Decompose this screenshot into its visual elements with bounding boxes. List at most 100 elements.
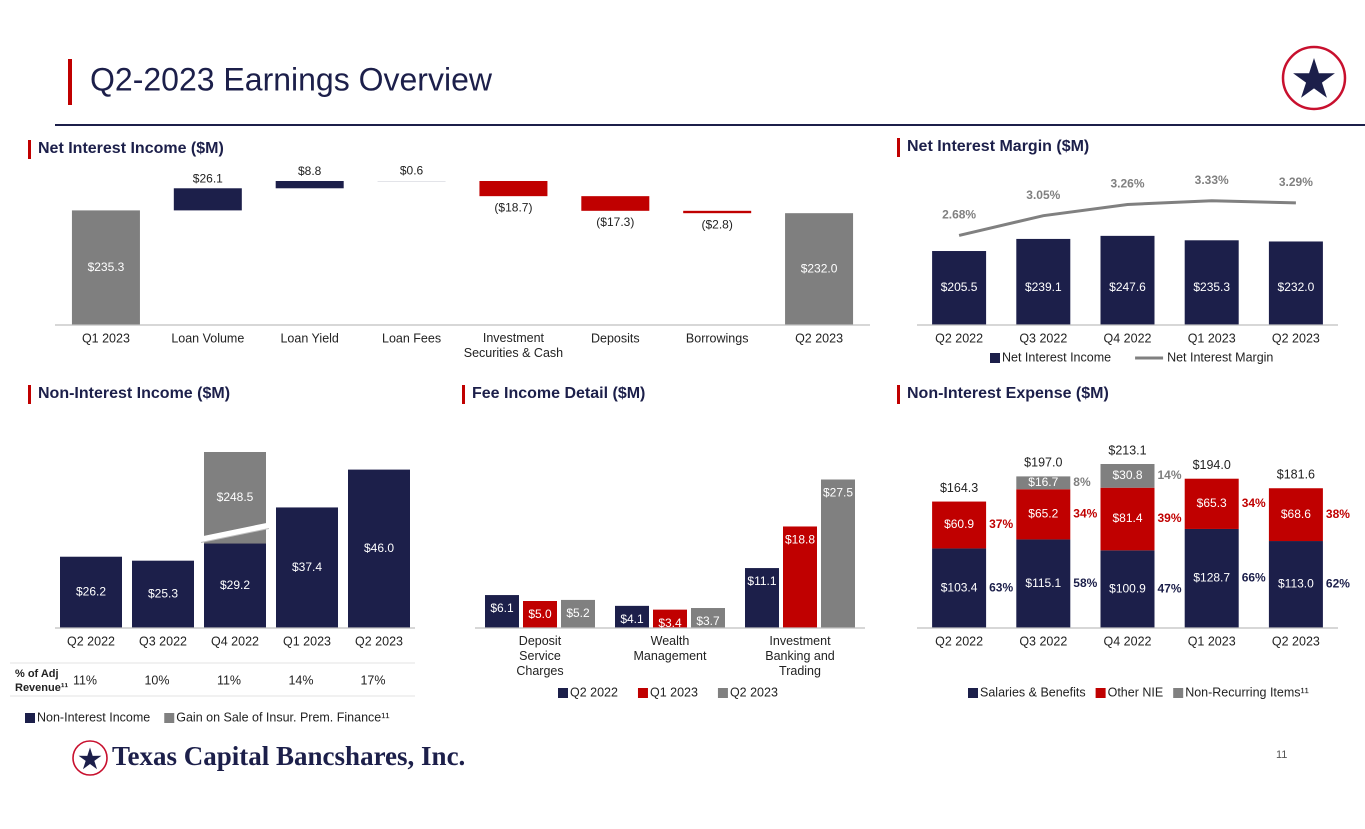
x-tick-label: Investment Banking and Trading — [765, 634, 835, 678]
share-label: 37% — [989, 517, 1013, 531]
value-label: $81.4 — [1112, 511, 1142, 525]
value-label: $30.8 — [1112, 468, 1142, 482]
title-accent — [897, 385, 900, 404]
chart-title: Net Interest Margin ($M) — [907, 138, 1089, 155]
value-label: $26.1 — [193, 171, 223, 185]
bar-segment — [1100, 464, 1155, 488]
value-label: $232.0 — [801, 261, 838, 275]
bar — [653, 609, 687, 628]
x-tick-label: Investment Securities & Cash — [464, 331, 563, 360]
bar-segment — [348, 469, 410, 628]
value-label: $16.7 — [1028, 475, 1058, 489]
x-tick-label: Q1 2023 — [1188, 634, 1236, 648]
slide-title: Q2-2023 Earnings Overview — [90, 61, 493, 97]
legend-swatch — [717, 688, 728, 698]
x-tick-label: Q4 2022 — [1104, 634, 1152, 648]
title-accent — [897, 138, 900, 157]
bar-segment — [1100, 550, 1155, 628]
legend-swatch — [990, 353, 1000, 363]
value-label: $103.4 — [941, 580, 978, 594]
legend-label: Q2 2023 — [730, 685, 778, 699]
bar — [1016, 238, 1071, 325]
legend-swatch — [968, 688, 978, 698]
bar-segment — [1184, 478, 1239, 529]
value-label: $239.1 — [1025, 280, 1062, 294]
share-label: 62% — [1326, 577, 1350, 591]
value-label: $60.9 — [944, 517, 974, 531]
company-name: Texas Capital Bancshares, Inc. — [112, 741, 465, 771]
x-tick-label: Loan Volume — [171, 331, 244, 345]
value-label: $5.0 — [528, 607, 552, 621]
bar-segment — [1016, 539, 1071, 628]
value-label: $247.6 — [1109, 280, 1146, 294]
legend-label: Salaries & Benefits — [980, 685, 1086, 699]
x-tick-label: Q2 2023 — [795, 331, 843, 345]
x-tick-label: Q1 2023 — [82, 331, 130, 345]
plot-area — [932, 235, 1323, 325]
value-label: $128.7 — [1193, 571, 1230, 585]
chart-title: Fee Income Detail ($M) — [472, 385, 645, 402]
value-label: $115.1 — [1025, 576, 1061, 590]
footer-logo — [72, 740, 108, 776]
bar-segment — [276, 507, 338, 628]
legend-label: Q1 2023 — [650, 685, 698, 699]
chart: Net Interest Income ($M) Q1 2023 Loan Volu… — [28, 140, 870, 360]
x-tick-label: Q3 2022 — [1019, 634, 1067, 648]
bar — [615, 605, 649, 628]
share-label: 34% — [1073, 507, 1097, 521]
value-label: $65.3 — [1197, 496, 1227, 510]
legend-label: Gain on Sale of Insur. Prem. Finance¹¹ — [176, 710, 389, 724]
bar-segment — [1100, 487, 1155, 551]
x-tick-label: Q2 2022 — [935, 634, 983, 648]
legend-swatch — [25, 713, 35, 723]
value-label: $29.2 — [220, 578, 250, 592]
total-label: $181.6 — [1277, 468, 1315, 482]
axis-break — [200, 522, 270, 543]
value-label: 3.33% — [1195, 173, 1229, 187]
x-tick-label: Q2 2022 — [935, 331, 983, 345]
bar-segment — [60, 556, 122, 628]
x-tick-label: Q2 2023 — [1272, 634, 1320, 648]
title-accent — [68, 59, 72, 105]
page-number: 11 — [1276, 749, 1287, 761]
legend-swatch — [1095, 688, 1106, 698]
table-value: 17% — [360, 673, 385, 687]
table-label: % of Adj Revenue¹¹ — [15, 668, 69, 694]
value-label: $18.8 — [785, 533, 815, 547]
bar — [1100, 235, 1155, 325]
x-tick-label: Q2 2023 — [1272, 331, 1320, 345]
x-tick-label: Loan Fees — [382, 331, 441, 345]
value-label: $37.4 — [292, 560, 322, 574]
legend-label: Non-Recurring Items¹¹ — [1185, 685, 1309, 699]
value-label: $100.9 — [1109, 581, 1146, 595]
value-label: $6.1 — [490, 601, 514, 615]
legend-label: Net Interest Income — [1002, 350, 1111, 364]
chart: Net Interest Margin ($M) Q2 2022 Q3 2022 Q4… — [897, 138, 1338, 364]
x-tick-label: Q3 2022 — [139, 634, 187, 648]
x-tick-label: Deposits — [591, 331, 640, 345]
bar — [745, 568, 779, 628]
value-label: $3.7 — [696, 614, 720, 628]
value-label: ($2.8) — [702, 217, 733, 231]
bar — [783, 526, 817, 628]
plot-area — [485, 479, 855, 628]
value-label: $27.5 — [823, 486, 853, 500]
bar — [683, 210, 752, 214]
value-label: $235.3 — [1193, 280, 1230, 294]
share-label: 63% — [989, 580, 1013, 594]
chart: Fee Income Detail ($M) Deposit Service Char… — [462, 385, 865, 699]
x-tick-label: Deposit Service Charges — [516, 634, 563, 678]
share-label: 38% — [1326, 507, 1350, 521]
bar-segment — [932, 548, 987, 628]
value-label: $5.2 — [566, 606, 590, 620]
bar — [691, 608, 725, 628]
value-label: ($17.3) — [596, 215, 634, 229]
bar-segment — [932, 501, 987, 549]
value-label: ($18.7) — [494, 200, 532, 214]
plot-area — [932, 464, 1323, 628]
table-value: 14% — [288, 673, 313, 687]
value-label: $3.4 — [658, 616, 682, 630]
bar-segment — [1268, 488, 1323, 542]
